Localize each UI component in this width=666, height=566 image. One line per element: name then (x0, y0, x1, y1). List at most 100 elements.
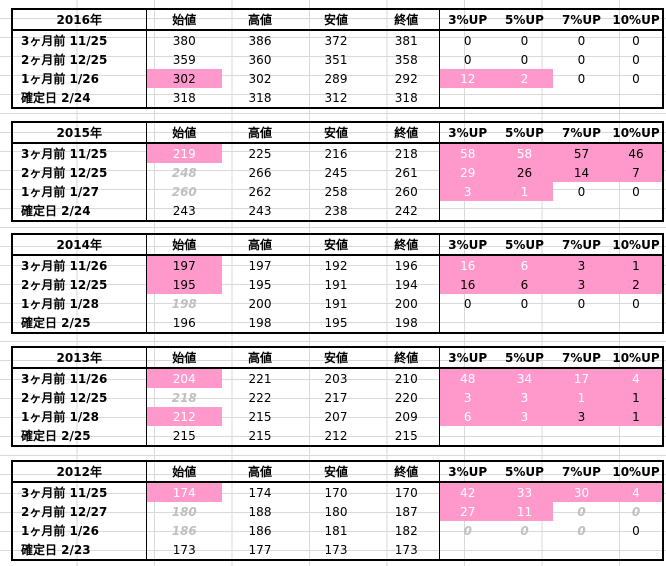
cell-open[interactable]: 260 (171, 184, 197, 199)
cell-up7[interactable] (553, 540, 610, 559)
header-low[interactable]: 安値 (298, 235, 374, 256)
cell-up10[interactable]: 0 (632, 71, 640, 86)
cell-up7[interactable]: 1 (553, 388, 610, 407)
cell-close[interactable]: 173 (394, 542, 418, 557)
header-up7[interactable]: 7%UP (553, 348, 610, 369)
row-label[interactable]: 3ヶ月前 11/25 (13, 30, 147, 50)
header-close[interactable]: 終値 (374, 123, 439, 144)
cell-high[interactable]: 200 (248, 296, 272, 311)
cell-high[interactable]: 195 (248, 277, 272, 292)
header-open[interactable]: 始値 (146, 348, 222, 369)
cell-up3[interactable]: 3 (438, 388, 496, 407)
cell-low[interactable]: 238 (324, 203, 348, 218)
cell-low[interactable]: 289 (324, 71, 348, 86)
row-label[interactable]: 3ヶ月前 11/26 (13, 368, 147, 388)
header-close[interactable]: 終値 (374, 10, 439, 31)
year-label[interactable]: 2016年 (13, 10, 147, 31)
cell-up3[interactable] (438, 88, 496, 107)
cell-low[interactable]: 245 (324, 165, 348, 180)
cell-low[interactable]: 372 (324, 33, 348, 48)
cell-up7[interactable] (553, 88, 610, 107)
cell-up7[interactable]: 0 (577, 33, 586, 48)
header-high[interactable]: 高値 (222, 123, 298, 144)
cell-up3[interactable]: 0 (438, 294, 496, 313)
cell-close[interactable]: 381 (394, 33, 418, 48)
cell-up5[interactable]: 0 (520, 296, 529, 311)
cell-high[interactable]: 302 (248, 71, 272, 86)
cell-low[interactable]: 192 (324, 258, 348, 273)
cell-low[interactable]: 195 (324, 315, 348, 330)
cell-close[interactable]: 318 (394, 90, 418, 105)
cell-close[interactable]: 220 (394, 390, 418, 405)
row-label[interactable]: 2ヶ月前 12/25 (13, 275, 147, 294)
cell-high[interactable]: 225 (248, 146, 272, 161)
cell-low[interactable]: 203 (324, 371, 348, 386)
cell-up7[interactable]: 0 (577, 504, 586, 519)
year-label[interactable]: 2014年 (13, 235, 147, 256)
cell-low[interactable]: 191 (324, 296, 348, 311)
row-label[interactable]: 3ヶ月前 11/25 (13, 143, 147, 163)
header-up7[interactable]: 7%UP (553, 10, 610, 31)
row-label[interactable]: 2ヶ月前 12/25 (13, 163, 147, 182)
row-label[interactable]: 確定日 2/24 (13, 88, 147, 107)
header-up7[interactable]: 7%UP (553, 462, 610, 483)
cell-up10[interactable]: 1 (610, 388, 662, 407)
header-high[interactable]: 高値 (222, 462, 298, 483)
header-up5[interactable]: 5%UP (496, 123, 553, 144)
cell-up5[interactable]: 0 (520, 52, 529, 67)
row-label[interactable]: 確定日 2/23 (13, 540, 147, 559)
cell-high[interactable]: 266 (248, 165, 272, 180)
row-label[interactable]: 1ヶ月前 1/28 (13, 294, 147, 313)
cell-open[interactable]: 173 (172, 542, 196, 557)
row-label[interactable]: 2ヶ月前 12/27 (13, 502, 147, 521)
header-low[interactable]: 安値 (298, 462, 374, 483)
cell-low[interactable]: 216 (324, 146, 348, 161)
cell-close[interactable]: 198 (394, 315, 418, 330)
cell-up3[interactable] (438, 201, 496, 220)
cell-up5[interactable]: 2 (496, 69, 553, 88)
cell-high[interactable]: 188 (248, 504, 272, 519)
cell-up5[interactable]: 33 (496, 482, 553, 502)
cell-up5[interactable]: 34 (496, 368, 553, 388)
cell-high[interactable]: 174 (248, 485, 272, 500)
cell-up7[interactable] (553, 426, 610, 445)
cell-open[interactable]: 180 (171, 504, 197, 519)
cell-up5[interactable] (496, 426, 553, 445)
cell-up7[interactable]: 0 (577, 184, 586, 199)
cell-high[interactable]: 177 (248, 542, 272, 557)
cell-up3[interactable] (438, 540, 496, 559)
cell-high[interactable]: 215 (248, 409, 272, 424)
cell-up3[interactable]: 3 (438, 182, 496, 201)
cell-up10[interactable]: 0 (632, 523, 640, 538)
cell-up5[interactable]: 1 (496, 182, 553, 201)
cell-up5[interactable]: 3 (496, 407, 553, 426)
cell-up7[interactable]: 17 (553, 368, 610, 388)
cell-up3[interactable]: 27 (438, 502, 496, 521)
cell-up10[interactable]: 0 (631, 504, 641, 519)
cell-close[interactable]: 209 (394, 409, 418, 424)
cell-high[interactable]: 243 (248, 203, 272, 218)
cell-open[interactable]: 186 (171, 523, 197, 538)
cell-high[interactable]: 197 (248, 258, 272, 273)
header-low[interactable]: 安値 (298, 10, 374, 31)
cell-up5[interactable]: 0 (520, 33, 529, 48)
cell-high[interactable]: 262 (248, 184, 272, 199)
cell-low[interactable]: 212 (324, 428, 348, 443)
cell-up5[interactable]: 58 (496, 143, 553, 163)
cell-low[interactable]: 191 (324, 277, 348, 292)
header-up3[interactable]: 3%UP (438, 123, 496, 144)
header-up10[interactable]: 10%UP (610, 235, 662, 256)
cell-open[interactable]: 302 (146, 69, 222, 88)
header-high[interactable]: 高値 (222, 235, 298, 256)
header-open[interactable]: 始値 (146, 10, 222, 31)
header-up5[interactable]: 5%UP (496, 462, 553, 483)
cell-close[interactable]: 358 (394, 52, 418, 67)
cell-up3[interactable]: 16 (438, 255, 496, 275)
cell-up5[interactable] (496, 540, 553, 559)
cell-close[interactable]: 215 (394, 428, 418, 443)
cell-low[interactable]: 180 (324, 504, 348, 519)
cell-up3[interactable]: 48 (438, 368, 496, 388)
cell-up3[interactable] (438, 426, 496, 445)
year-label[interactable]: 2015年 (13, 123, 147, 144)
row-label[interactable]: 確定日 2/25 (13, 313, 147, 332)
